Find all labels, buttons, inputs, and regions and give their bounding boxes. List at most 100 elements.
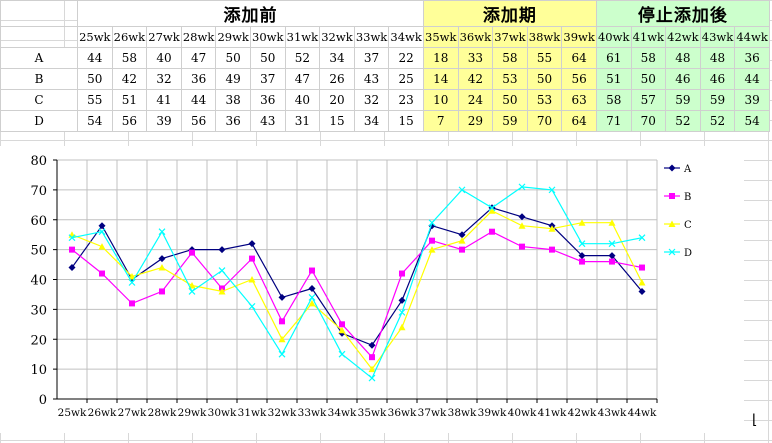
week-header[interactable]: 33wk	[353, 26, 390, 48]
value-cell[interactable]: 56	[111, 110, 148, 132]
value-cell[interactable]: 58	[595, 89, 632, 111]
week-header-blank[interactable]	[0, 26, 78, 48]
value-cell[interactable]: 18	[422, 47, 459, 69]
week-header[interactable]: 37wk	[492, 26, 528, 48]
value-cell[interactable]: 40	[284, 89, 321, 111]
value-cell[interactable]: 50	[215, 47, 251, 69]
group-header[interactable]: 添加期	[422, 0, 597, 27]
row-label[interactable]: D	[0, 110, 78, 132]
value-cell[interactable]: 58	[630, 47, 667, 69]
value-cell[interactable]: 26	[319, 68, 355, 90]
value-cell[interactable]: 50	[630, 68, 667, 90]
value-cell[interactable]: 61	[595, 47, 632, 69]
value-cell[interactable]: 50	[77, 68, 113, 90]
value-cell[interactable]: 51	[595, 68, 632, 90]
group-header[interactable]: 添加前	[77, 0, 424, 27]
value-cell[interactable]: 55	[77, 89, 113, 111]
value-cell[interactable]: 32	[146, 68, 182, 90]
row-label[interactable]: B	[0, 68, 78, 90]
value-cell[interactable]: 57	[630, 89, 667, 111]
value-cell[interactable]: 37	[353, 47, 390, 69]
value-cell[interactable]: 43	[249, 110, 286, 132]
corner-cell[interactable]	[0, 0, 78, 27]
value-cell[interactable]: 49	[215, 68, 251, 90]
value-cell[interactable]: 36	[215, 110, 251, 132]
value-cell[interactable]: 34	[319, 47, 355, 69]
week-header[interactable]: 29wk	[215, 26, 251, 48]
value-cell[interactable]: 39	[146, 110, 182, 132]
week-header[interactable]: 26wk	[111, 26, 148, 48]
value-cell[interactable]: 36	[734, 47, 770, 69]
value-cell[interactable]: 70	[526, 110, 563, 132]
value-cell[interactable]: 43	[353, 68, 390, 90]
value-cell[interactable]: 47	[284, 68, 321, 90]
value-cell[interactable]: 10	[422, 89, 459, 111]
value-cell[interactable]: 50	[526, 68, 563, 90]
value-cell[interactable]: 71	[595, 110, 632, 132]
value-cell[interactable]: 50	[249, 47, 286, 69]
value-cell[interactable]: 22	[388, 47, 424, 69]
value-cell[interactable]: 52	[284, 47, 321, 69]
value-cell[interactable]: 44	[734, 68, 770, 90]
value-cell[interactable]: 54	[77, 110, 113, 132]
value-cell[interactable]: 55	[526, 47, 563, 69]
value-cell[interactable]: 48	[665, 47, 701, 69]
week-header[interactable]: 30wk	[249, 26, 286, 48]
value-cell[interactable]: 63	[561, 89, 597, 111]
week-header[interactable]: 43wk	[699, 26, 736, 48]
week-header[interactable]: 38wk	[526, 26, 563, 48]
week-header[interactable]: 31wk	[284, 26, 321, 48]
value-cell[interactable]: 47	[180, 47, 217, 69]
value-cell[interactable]: 15	[388, 110, 424, 132]
value-cell[interactable]: 44	[77, 47, 113, 69]
row-label[interactable]: C	[0, 89, 78, 111]
value-cell[interactable]: 64	[561, 47, 597, 69]
value-cell[interactable]: 29	[457, 110, 494, 132]
value-cell[interactable]: 59	[699, 89, 736, 111]
value-cell[interactable]: 58	[492, 47, 528, 69]
value-cell[interactable]: 31	[284, 110, 321, 132]
week-header[interactable]: 40wk	[595, 26, 632, 48]
value-cell[interactable]: 7	[422, 110, 459, 132]
value-cell[interactable]: 20	[319, 89, 355, 111]
value-cell[interactable]: 23	[388, 89, 424, 111]
week-header[interactable]: 28wk	[180, 26, 217, 48]
value-cell[interactable]: 53	[526, 89, 563, 111]
value-cell[interactable]: 40	[146, 47, 182, 69]
value-cell[interactable]: 70	[630, 110, 667, 132]
value-cell[interactable]: 46	[699, 68, 736, 90]
value-cell[interactable]: 59	[665, 89, 701, 111]
group-header[interactable]: 停止添加後	[595, 0, 770, 27]
value-cell[interactable]: 38	[215, 89, 251, 111]
value-cell[interactable]: 42	[111, 68, 148, 90]
value-cell[interactable]: 36	[249, 89, 286, 111]
week-header[interactable]: 36wk	[457, 26, 494, 48]
value-cell[interactable]: 53	[492, 68, 528, 90]
value-cell[interactable]: 34	[353, 110, 390, 132]
value-cell[interactable]: 14	[422, 68, 459, 90]
value-cell[interactable]: 32	[353, 89, 390, 111]
week-header[interactable]: 39wk	[561, 26, 597, 48]
value-cell[interactable]: 15	[319, 110, 355, 132]
value-cell[interactable]: 58	[111, 47, 148, 69]
value-cell[interactable]: 42	[457, 68, 494, 90]
week-header[interactable]: 25wk	[77, 26, 113, 48]
week-header[interactable]: 35wk	[422, 26, 459, 48]
row-label[interactable]: A	[0, 47, 78, 69]
value-cell[interactable]: 56	[180, 110, 217, 132]
value-cell[interactable]: 44	[180, 89, 217, 111]
value-cell[interactable]: 36	[180, 68, 217, 90]
value-cell[interactable]: 52	[665, 110, 701, 132]
value-cell[interactable]: 39	[734, 89, 770, 111]
value-cell[interactable]: 50	[492, 89, 528, 111]
value-cell[interactable]: 48	[699, 47, 736, 69]
value-cell[interactable]: 24	[457, 89, 494, 111]
week-header[interactable]: 41wk	[630, 26, 667, 48]
value-cell[interactable]: 33	[457, 47, 494, 69]
value-cell[interactable]: 54	[734, 110, 770, 132]
value-cell[interactable]: 59	[492, 110, 528, 132]
value-cell[interactable]: 56	[561, 68, 597, 90]
week-header[interactable]: 42wk	[665, 26, 701, 48]
value-cell[interactable]: 64	[561, 110, 597, 132]
value-cell[interactable]: 41	[146, 89, 182, 111]
